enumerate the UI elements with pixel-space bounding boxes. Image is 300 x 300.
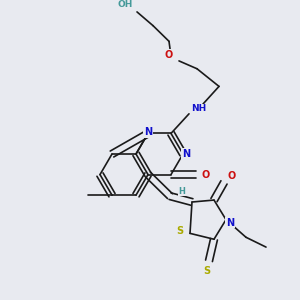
- Text: N: N: [226, 218, 234, 228]
- Text: O: O: [202, 169, 210, 180]
- Text: N: N: [182, 149, 190, 159]
- Text: S: S: [203, 266, 211, 276]
- Text: NH: NH: [191, 104, 207, 113]
- Text: H: H: [178, 187, 185, 196]
- Text: OH: OH: [117, 0, 133, 9]
- Text: N: N: [144, 128, 152, 137]
- Text: S: S: [176, 226, 184, 236]
- Text: O: O: [228, 171, 236, 181]
- Text: O: O: [165, 50, 173, 60]
